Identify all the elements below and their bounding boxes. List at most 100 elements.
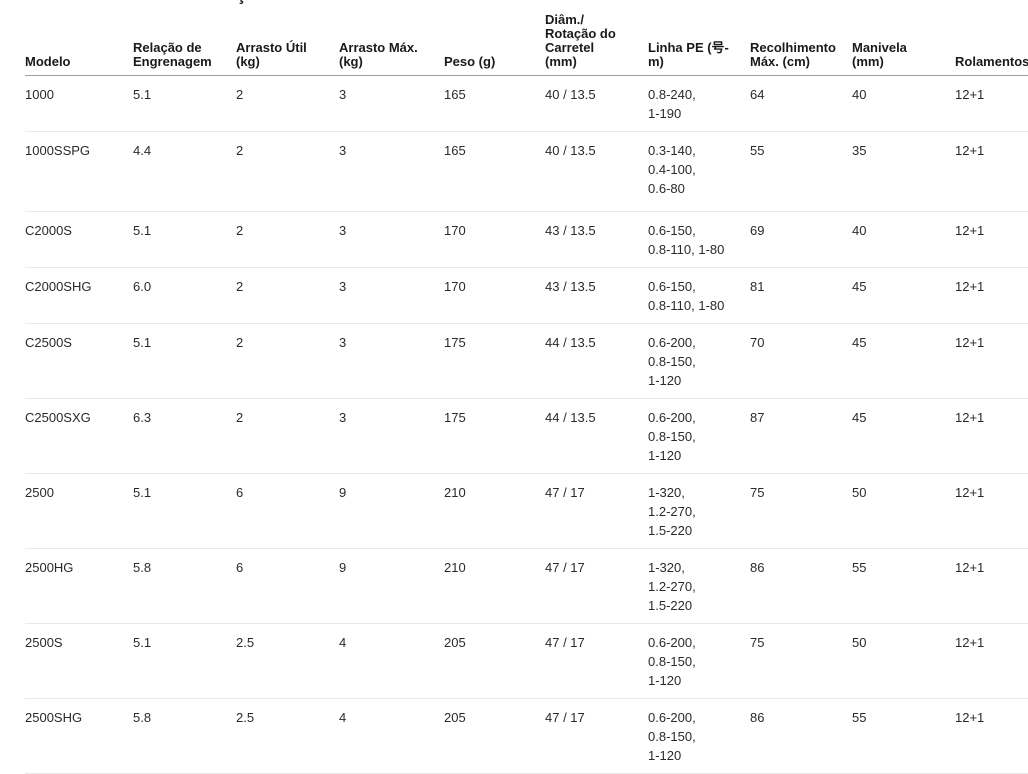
cell-rolamentos: 12+1 xyxy=(955,473,1028,549)
table-row: C2500SXG 6.3 2 3 175 44 / 13.5 0.6-200, 0… xyxy=(25,398,1028,474)
column-header-diam-rotacao: Diâm./Rotação do Carretel (mm) xyxy=(545,0,648,76)
cell-diam-rotacao: 44 / 13.5 xyxy=(545,323,648,399)
cell-manivela: 40 xyxy=(852,211,955,268)
cell-relacao-engrenagem: 5.8 xyxy=(133,698,236,774)
cell-diam-rotacao: 47 / 17 xyxy=(545,623,648,699)
cell-recolhimento-max: 86 xyxy=(750,698,852,774)
cell-modelo: 1000SSPG xyxy=(25,131,133,212)
cell-rolamentos: 12+1 xyxy=(955,398,1028,474)
table-body: 1000 5.1 2 3 165 40 / 13.5 0.8-240, 1-190… xyxy=(25,75,1028,774)
cell-rolamentos: 12+1 xyxy=(955,548,1028,624)
cell-rolamentos: 12+1 xyxy=(955,623,1028,699)
table-row: 2500 5.1 6 9 210 47 / 17 1-320, 1.2-270, 1… xyxy=(25,473,1028,549)
cell-peso: 210 xyxy=(444,548,545,624)
table-row: C2500S 5.1 2 3 175 44 / 13.5 0.6-200, 0.8… xyxy=(25,323,1028,399)
cell-manivela: 35 xyxy=(852,131,955,212)
cell-recolhimento-max: 64 xyxy=(750,75,852,132)
cell-diam-rotacao: 40 / 13.5 xyxy=(545,131,648,212)
cell-peso: 165 xyxy=(444,75,545,132)
table-row: 2500HG 5.8 6 9 210 47 / 17 1-320, 1.2-270… xyxy=(25,548,1028,624)
cell-modelo: C2000SHG xyxy=(25,267,133,324)
cell-peso: 210 xyxy=(444,473,545,549)
table-row: 2500S 5.1 2.5 4 205 47 / 17 0.6-200, 0.8-… xyxy=(25,623,1028,699)
cell-arrasto-util: 2 xyxy=(236,75,339,132)
cell-peso: 205 xyxy=(444,623,545,699)
cell-arrasto-util: 2 xyxy=(236,398,339,474)
table-row: C2000S 5.1 2 3 170 43 / 13.5 0.6-150, 0.8… xyxy=(25,211,1028,268)
cell-relacao-engrenagem: 5.1 xyxy=(133,623,236,699)
cell-relacao-engrenagem: 5.1 xyxy=(133,211,236,268)
cell-arrasto-max: 3 xyxy=(339,211,444,268)
cell-recolhimento-max: 75 xyxy=(750,623,852,699)
column-header-peso: Peso (g) xyxy=(444,0,545,76)
cell-arrasto-util: 2 xyxy=(236,131,339,212)
cell-relacao-engrenagem: 5.1 xyxy=(133,473,236,549)
cell-arrasto-util: 2 xyxy=(236,267,339,324)
table-row: C2000SHG 6.0 2 3 170 43 / 13.5 0.6-150, 0… xyxy=(25,267,1028,324)
cell-diam-rotacao: 44 / 13.5 xyxy=(545,398,648,474)
cell-recolhimento-max: 70 xyxy=(750,323,852,399)
table-row: 1000SSPG 4.4 2 3 165 40 / 13.5 0.3-140, 0… xyxy=(25,131,1028,212)
cell-relacao-engrenagem: 5.1 xyxy=(133,323,236,399)
cell-linha-pe: 0.6-200, 0.8-150, 1-120 xyxy=(648,323,750,399)
cell-recolhimento-max: 86 xyxy=(750,548,852,624)
cell-linha-pe: 0.3-140, 0.4-100, 0.6-80 xyxy=(648,131,750,212)
cell-relacao-engrenagem: 5.8 xyxy=(133,548,236,624)
reel-specs-table: Modelo Relação de Engrenagem Arrasto Útil… xyxy=(25,0,1028,774)
cell-arrasto-util: 2.5 xyxy=(236,623,339,699)
table-row: 1000 5.1 2 3 165 40 / 13.5 0.8-240, 1-190… xyxy=(25,75,1028,132)
column-header-rolamentos: Rolamentos xyxy=(955,0,1028,76)
cell-manivela: 55 xyxy=(852,698,955,774)
cell-relacao-engrenagem: 6.3 xyxy=(133,398,236,474)
cell-arrasto-max: 9 xyxy=(339,473,444,549)
cell-linha-pe: 0.6-200, 0.8-150, 1-120 xyxy=(648,398,750,474)
cell-manivela: 55 xyxy=(852,548,955,624)
column-header-arrasto-util: Arrasto Útil (kg) xyxy=(236,0,339,76)
cell-peso: 165 xyxy=(444,131,545,212)
cell-recolhimento-max: 87 xyxy=(750,398,852,474)
cell-linha-pe: 0.6-150, 0.8-110, 1-80 xyxy=(648,211,750,268)
cell-arrasto-max: 3 xyxy=(339,398,444,474)
cell-relacao-engrenagem: 6.0 xyxy=(133,267,236,324)
cell-manivela: 40 xyxy=(852,75,955,132)
column-header-recolhimento: Recolhimento Máx. (cm) xyxy=(750,0,852,76)
cell-manivela: 50 xyxy=(852,473,955,549)
cell-modelo: 2500HG xyxy=(25,548,133,624)
cell-relacao-engrenagem: 5.1 xyxy=(133,75,236,132)
cell-recolhimento-max: 81 xyxy=(750,267,852,324)
table-header: Modelo Relação de Engrenagem Arrasto Útil… xyxy=(25,0,1028,76)
column-header-modelo: Modelo xyxy=(25,0,133,76)
cell-rolamentos: 12+1 xyxy=(955,75,1028,132)
cell-diam-rotacao: 43 / 13.5 xyxy=(545,211,648,268)
cell-arrasto-max: 3 xyxy=(339,75,444,132)
cell-arrasto-max: 3 xyxy=(339,323,444,399)
cut-off-glyph: ç xyxy=(236,0,247,6)
cell-arrasto-max: 3 xyxy=(339,131,444,212)
column-header-manivela: Manivela (mm) xyxy=(852,0,955,76)
cell-modelo: 2500 xyxy=(25,473,133,549)
cell-modelo: C2000S xyxy=(25,211,133,268)
cell-peso: 170 xyxy=(444,267,545,324)
cell-modelo: 1000 xyxy=(25,75,133,132)
cell-diam-rotacao: 47 / 17 xyxy=(545,548,648,624)
cell-linha-pe: 1-320, 1.2-270, 1.5-220 xyxy=(648,548,750,624)
header-row: Modelo Relação de Engrenagem Arrasto Útil… xyxy=(25,0,1028,76)
cell-peso: 175 xyxy=(444,398,545,474)
cell-linha-pe: 0.6-200, 0.8-150, 1-120 xyxy=(648,623,750,699)
cell-rolamentos: 12+1 xyxy=(955,698,1028,774)
cell-rolamentos: 12+1 xyxy=(955,131,1028,212)
column-header-relacao: Relação de Engrenagem xyxy=(133,0,236,76)
cell-diam-rotacao: 43 / 13.5 xyxy=(545,267,648,324)
cell-rolamentos: 12+1 xyxy=(955,267,1028,324)
cell-modelo: C2500S xyxy=(25,323,133,399)
table-row: 2500SHG 5.8 2.5 4 205 47 / 17 0.6-200, 0.… xyxy=(25,698,1028,774)
cell-recolhimento-max: 69 xyxy=(750,211,852,268)
cell-peso: 205 xyxy=(444,698,545,774)
cell-modelo: 2500S xyxy=(25,623,133,699)
cell-rolamentos: 12+1 xyxy=(955,323,1028,399)
cell-diam-rotacao: 47 / 17 xyxy=(545,698,648,774)
cell-arrasto-util: 2.5 xyxy=(236,698,339,774)
cell-manivela: 50 xyxy=(852,623,955,699)
cell-relacao-engrenagem: 4.4 xyxy=(133,131,236,212)
cell-arrasto-max: 9 xyxy=(339,548,444,624)
